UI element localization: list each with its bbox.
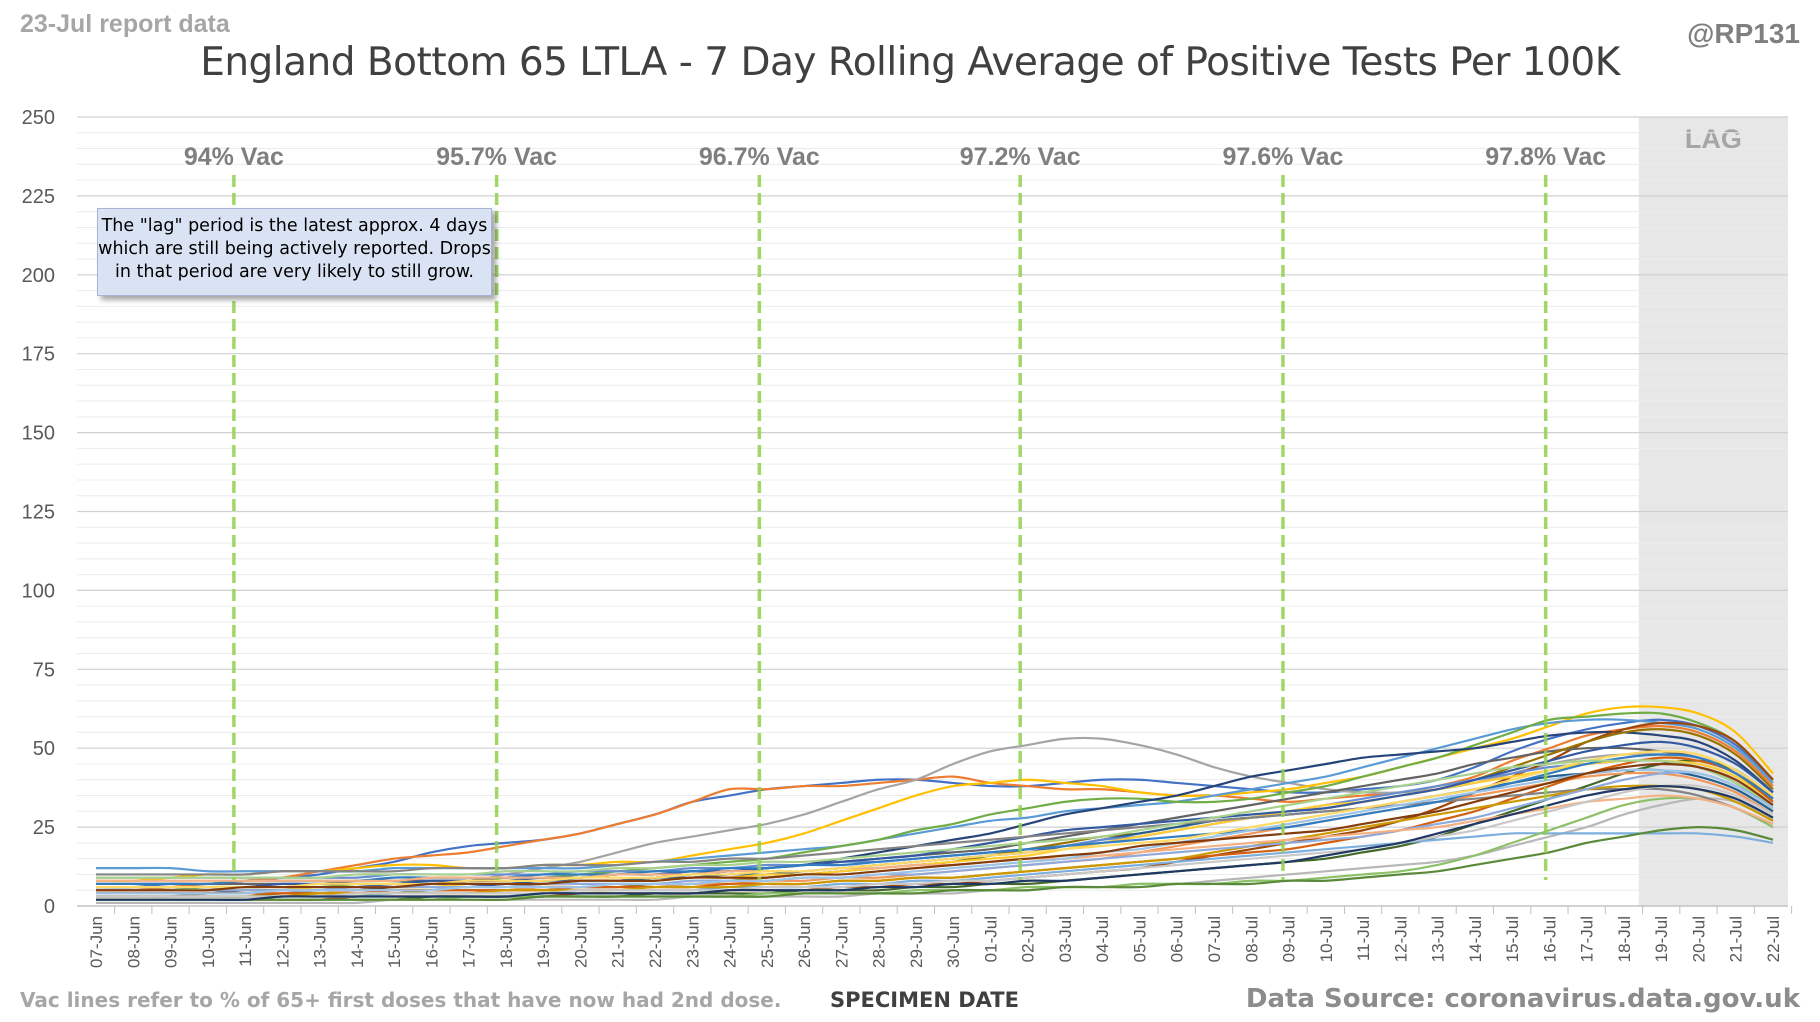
x-tick-label: 15-Jun xyxy=(385,916,404,968)
series-line xyxy=(95,705,1774,883)
x-tick-label: 11-Jul xyxy=(1354,916,1373,961)
lag-label: LAG xyxy=(1685,124,1742,154)
x-tick-label: 10-Jun xyxy=(199,916,218,968)
x-tick-label: 23-Jun xyxy=(683,916,702,968)
x-tick-label: 09-Jul xyxy=(1280,916,1299,962)
y-tick-label: 225 xyxy=(22,186,55,208)
series-line xyxy=(95,832,1774,898)
x-tick-label: 11-Jun xyxy=(236,916,255,967)
x-tick-label: 29-Jun xyxy=(907,916,926,968)
series-line xyxy=(95,724,1774,892)
lag-note-line: which are still being actively reported.… xyxy=(98,239,491,259)
vac-label: 96.7% Vac xyxy=(699,143,820,171)
x-tick-label: 06-Jul xyxy=(1168,916,1187,962)
x-tick-label: 21-Jul xyxy=(1727,916,1746,962)
series-line xyxy=(95,794,1774,883)
y-tick-label: 250 xyxy=(22,107,55,129)
chart-title: England Bottom 65 LTLA - 7 Day Rolling A… xyxy=(200,40,1620,85)
x-tick-label: 01-Jul xyxy=(981,916,1000,962)
x-tick-label: 24-Jun xyxy=(721,916,740,968)
y-tick-label: 200 xyxy=(22,265,55,287)
series-line xyxy=(95,718,1774,889)
x-tick-label: 19-Jul xyxy=(1652,916,1671,962)
x-tick-label: 21-Jun xyxy=(609,916,628,968)
x-tick-label: 27-Jun xyxy=(832,916,851,968)
x-tick-label: 22-Jun xyxy=(646,916,665,968)
x-tick-label: 07-Jun xyxy=(87,916,106,968)
x-tick-label: 08-Jul xyxy=(1242,916,1261,962)
vac-label: 97.2% Vac xyxy=(960,143,1081,171)
x-tick-label: 20-Jun xyxy=(571,916,590,968)
lag-note-line: The "lag" period is the latest approx. 4… xyxy=(101,216,488,236)
x-tick-label: 10-Jul xyxy=(1317,916,1336,962)
series-line xyxy=(96,826,1774,902)
vac-label: 95.7% Vac xyxy=(436,143,557,171)
series-line xyxy=(96,768,1774,895)
y-tick-label: 100 xyxy=(22,580,55,602)
x-tick-label: 12-Jun xyxy=(273,916,292,968)
x-axis-label: SPECIMEN DATE xyxy=(830,988,1019,1012)
series-line xyxy=(96,787,1774,876)
lag-note-line: in that period are very likely to still … xyxy=(115,262,474,282)
series-line xyxy=(95,759,1774,879)
y-axis: 0 25 50 75 100 125 150 175 200 225 250 xyxy=(22,107,55,918)
x-tick-label: 16-Jun xyxy=(422,916,441,968)
y-tick-label: 0 xyxy=(44,896,55,918)
y-tick-label: 150 xyxy=(22,423,55,445)
x-tick-label: 30-Jun xyxy=(944,916,963,968)
x-tick-label: 12-Jul xyxy=(1391,916,1410,962)
x-tick-label: 19-Jun xyxy=(534,916,553,968)
x-tick-label: 28-Jun xyxy=(870,916,889,968)
x-tick-label: 13-Jul xyxy=(1429,916,1448,962)
y-tick-label: 125 xyxy=(22,502,55,524)
y-tick-label: 175 xyxy=(22,344,55,366)
x-tick-label: 15-Jul xyxy=(1503,916,1522,962)
x-tick-label: 18-Jun xyxy=(497,916,516,968)
x-tick-label: 18-Jul xyxy=(1615,916,1634,962)
x-tick-label: 22-Jul xyxy=(1764,916,1783,962)
x-tick-label: 14-Jun xyxy=(348,916,367,968)
lag-note-box: The "lag" period is the latest approx. 4… xyxy=(97,208,492,296)
x-tick-label: 13-Jun xyxy=(311,916,330,968)
x-tick-label: 16-Jul xyxy=(1540,916,1559,962)
y-tick-label: 75 xyxy=(33,659,55,681)
vac-label: 97.8% Vac xyxy=(1485,143,1606,171)
series-line xyxy=(96,730,1774,895)
x-tick-label: 03-Jul xyxy=(1056,916,1075,962)
y-tick-label: 25 xyxy=(33,817,55,839)
data-source: Data Source: coronavirus.data.gov.uk xyxy=(1245,984,1800,1014)
series-lines xyxy=(95,705,1774,905)
x-tick-label: 05-Jul xyxy=(1130,916,1149,962)
x-tick-label: 26-Jun xyxy=(795,916,814,968)
x-tick-label: 17-Jul xyxy=(1578,916,1597,962)
series-line xyxy=(96,753,1774,886)
x-tick-label: 20-Jul xyxy=(1689,916,1708,962)
x-tick-label: 02-Jul xyxy=(1019,916,1038,962)
x-tick-label: 07-Jul xyxy=(1205,916,1224,962)
series-line xyxy=(96,750,1774,889)
x-axis: 07-Jun 08-Jun 09-Jun 10-Jun 11-Jun 12-Jun 13-J… xyxy=(77,905,1793,968)
series-line xyxy=(95,783,1774,898)
author-handle: @RP131 xyxy=(1687,18,1800,49)
x-tick-label: 08-Jun xyxy=(124,916,143,968)
series-line xyxy=(96,762,1774,892)
vac-label: 94% Vac xyxy=(184,143,284,171)
report-date: 23-Jul report data xyxy=(20,10,230,38)
x-tick-label: 04-Jul xyxy=(1093,916,1112,962)
series-line xyxy=(96,797,1774,905)
x-tick-label: 09-Jun xyxy=(162,916,181,968)
x-tick-label: 17-Jun xyxy=(460,916,479,968)
vac-label: 97.6% Vac xyxy=(1222,143,1343,171)
x-tick-label: 25-Jun xyxy=(758,916,777,968)
series-line xyxy=(96,784,1774,902)
x-tick-label: 14-Jul xyxy=(1466,916,1485,962)
vac-footnote: Vac lines refer to % of 65+ first doses … xyxy=(20,988,782,1012)
series-line xyxy=(95,718,1774,873)
y-tick-label: 50 xyxy=(33,738,55,760)
